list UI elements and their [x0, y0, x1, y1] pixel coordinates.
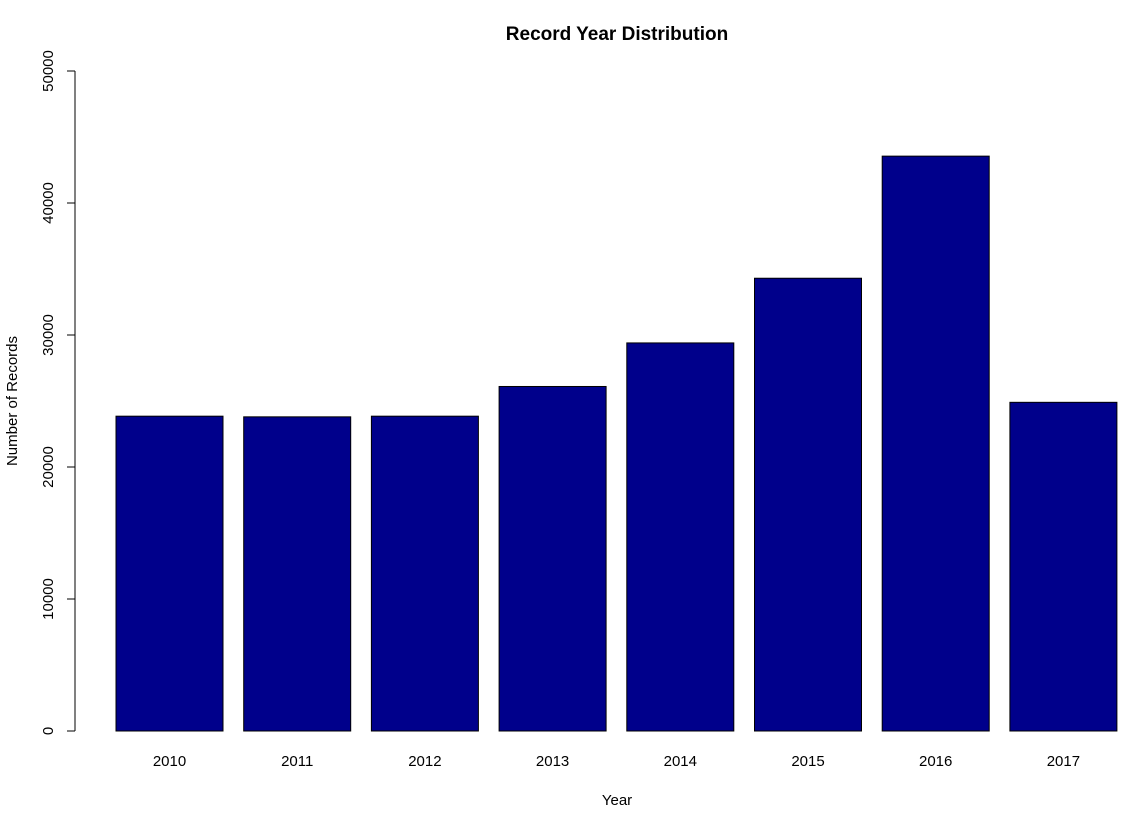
x-tick-label-2017: 2017	[1047, 753, 1080, 770]
y-tick-label: 0	[40, 727, 57, 735]
x-tick-label-2013: 2013	[536, 753, 569, 770]
y-tick-label: 20000	[40, 446, 57, 488]
bar-2017	[1009, 401, 1118, 732]
bar-2012	[370, 415, 479, 732]
bar-2013	[498, 385, 607, 732]
x-axis-label: Year	[602, 792, 632, 809]
bars-group	[115, 155, 1118, 732]
x-tick-label-2014: 2014	[664, 753, 697, 770]
bar-2014	[626, 342, 735, 732]
bar-2016	[881, 155, 990, 732]
y-tick-label: 40000	[40, 182, 57, 224]
x-tick-label-2011: 2011	[281, 753, 313, 770]
x-tick-label-2015: 2015	[791, 753, 824, 770]
x-tick-labels: 2010 2011 2012 2013 2014 2015 2016 2017	[153, 753, 1080, 770]
x-tick-label-2016: 2016	[919, 753, 952, 770]
bar-2011	[243, 416, 352, 732]
y-axis: 0 10000 20000 30000 40000 50000	[40, 50, 76, 735]
chart-title: Record Year Distribution	[506, 24, 728, 45]
bar-2010	[115, 415, 224, 732]
y-axis-label: Number of Records	[4, 336, 21, 466]
x-tick-label-2012: 2012	[408, 753, 441, 770]
x-tick-label-2010: 2010	[153, 753, 186, 770]
y-tick-label: 10000	[40, 578, 57, 620]
bar-2015	[754, 277, 862, 732]
y-tick-label: 30000	[40, 314, 57, 356]
y-tick-label: 50000	[40, 50, 57, 92]
